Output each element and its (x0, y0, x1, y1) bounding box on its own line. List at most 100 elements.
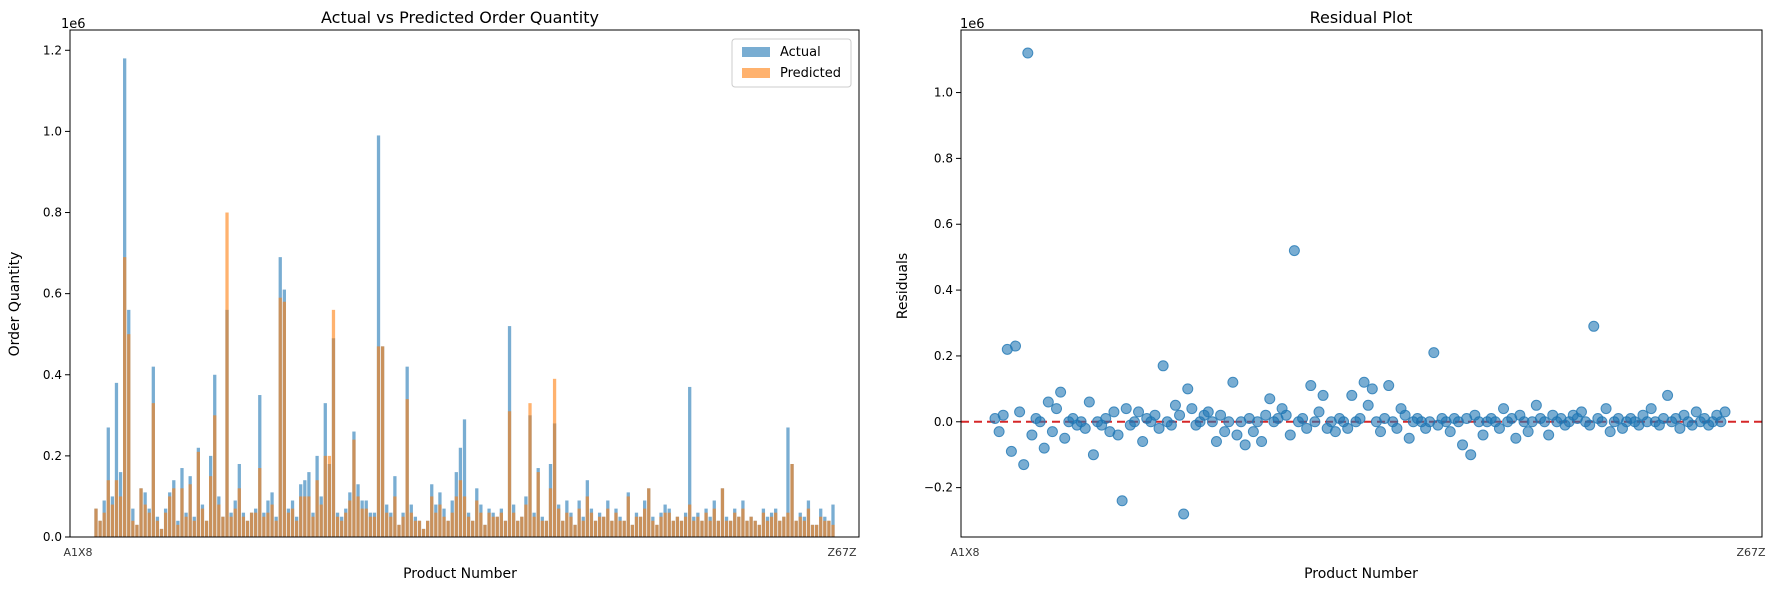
bar-predicted (188, 484, 192, 537)
bar-predicted (741, 508, 745, 537)
bar-predicted (225, 212, 229, 537)
bar-predicted (368, 516, 372, 537)
y-tick-label: 0.6 (43, 287, 62, 301)
residual-point (1005, 445, 1017, 457)
residual-point (1251, 416, 1263, 428)
bar-predicted (745, 520, 749, 537)
bar-predicted (319, 504, 323, 537)
bar-actual (376, 135, 381, 537)
x-tick-label-first: A1X8 (63, 546, 92, 559)
residual-point (1186, 403, 1198, 415)
residual-point (1297, 412, 1309, 424)
bar-predicted (659, 516, 663, 537)
residual-point (1596, 416, 1608, 428)
scatter-residual-plot: Residual Plot 1e6 Residuals Product Numb… (895, 8, 1766, 582)
bar-predicted (688, 504, 692, 537)
residual-point (1264, 393, 1276, 405)
bar-predicted (704, 512, 708, 537)
bar-predicted (413, 520, 418, 537)
bar-chart-actual-vs-predicted: Actual vs Predicted Order Quantity 1e6 O… (7, 8, 860, 582)
residual-point (1543, 429, 1555, 441)
legend-label-predicted: Predicted (780, 66, 841, 81)
residual-point (1575, 406, 1587, 418)
residual-point (1588, 320, 1600, 332)
plot-frame (69, 29, 860, 538)
bar-predicted (528, 403, 532, 537)
residual-point (1493, 422, 1505, 434)
bar-predicted (397, 524, 401, 537)
bar-predicted (540, 520, 544, 537)
bar-predicted (409, 512, 413, 537)
residual-point (1444, 426, 1456, 438)
bar-predicted (471, 520, 475, 537)
residual-point (1227, 376, 1239, 388)
bar-predicted (442, 516, 446, 537)
bar-predicted (638, 516, 643, 537)
bar-predicted (159, 528, 164, 537)
bar-predicted (581, 520, 585, 537)
bar-predicted (376, 346, 381, 537)
bar-predicted (98, 520, 102, 537)
bar-predicted (372, 516, 377, 537)
residual-point (1165, 419, 1177, 431)
bar-predicted (262, 516, 266, 537)
bar-predicted (434, 512, 438, 537)
bar-actual (831, 504, 835, 537)
bar-predicted (614, 512, 618, 537)
bar-predicted (143, 504, 147, 537)
bar-predicted (176, 524, 180, 537)
residual-point (1059, 432, 1071, 444)
residual-point (1157, 360, 1169, 372)
bar-predicted (503, 520, 508, 537)
residual-point (1174, 409, 1186, 421)
bars (94, 58, 835, 537)
residual-point (1604, 426, 1616, 438)
bar-predicted (94, 508, 98, 537)
bar-predicted (323, 455, 327, 537)
bar-actual (786, 427, 790, 537)
y-tick-label: 1.0 (43, 124, 62, 138)
y-tick-label: 0.0 (43, 530, 62, 544)
bar-predicted (168, 496, 172, 537)
bar-predicted (516, 520, 520, 537)
bar-predicted (462, 496, 467, 537)
bar-predicted (647, 488, 651, 537)
bar-predicted (499, 512, 503, 537)
residual-point (1206, 416, 1218, 428)
bar-predicted (438, 504, 442, 537)
bar-predicted (634, 516, 639, 537)
residual-point (1383, 380, 1395, 392)
bar-predicted (507, 411, 512, 537)
bar-predicted (233, 508, 237, 537)
residual-point (1358, 376, 1370, 388)
residual-point (1010, 340, 1022, 352)
bar-predicted (479, 512, 483, 537)
residual-point (1690, 406, 1702, 418)
bar-predicted (655, 524, 659, 537)
bar-predicted (393, 496, 397, 537)
y-tick-label: 0.8 (43, 206, 62, 220)
bar-predicted (184, 516, 188, 537)
residual-point (1215, 409, 1227, 421)
bar-predicted (491, 516, 495, 537)
bar-predicted (729, 520, 733, 537)
bar-predicted (679, 520, 684, 537)
residual-point (1284, 429, 1296, 441)
legend-label-actual: Actual (780, 45, 821, 60)
residual-point (1116, 495, 1128, 507)
residual-point (1346, 389, 1358, 401)
bar-predicted (458, 480, 463, 537)
residual-point (1465, 449, 1477, 461)
bar-predicted (532, 516, 536, 537)
residual-point (1313, 406, 1325, 418)
residual-point (1100, 412, 1112, 424)
residual-point (1375, 426, 1387, 438)
bar-predicted (356, 496, 360, 537)
bar-predicted (266, 512, 270, 537)
bar-predicted (315, 480, 319, 537)
residual-point (1022, 47, 1034, 59)
bar-predicted (769, 516, 774, 537)
bar-predicted (557, 508, 561, 537)
residual-point (1305, 380, 1317, 392)
residual-point (1674, 422, 1686, 434)
